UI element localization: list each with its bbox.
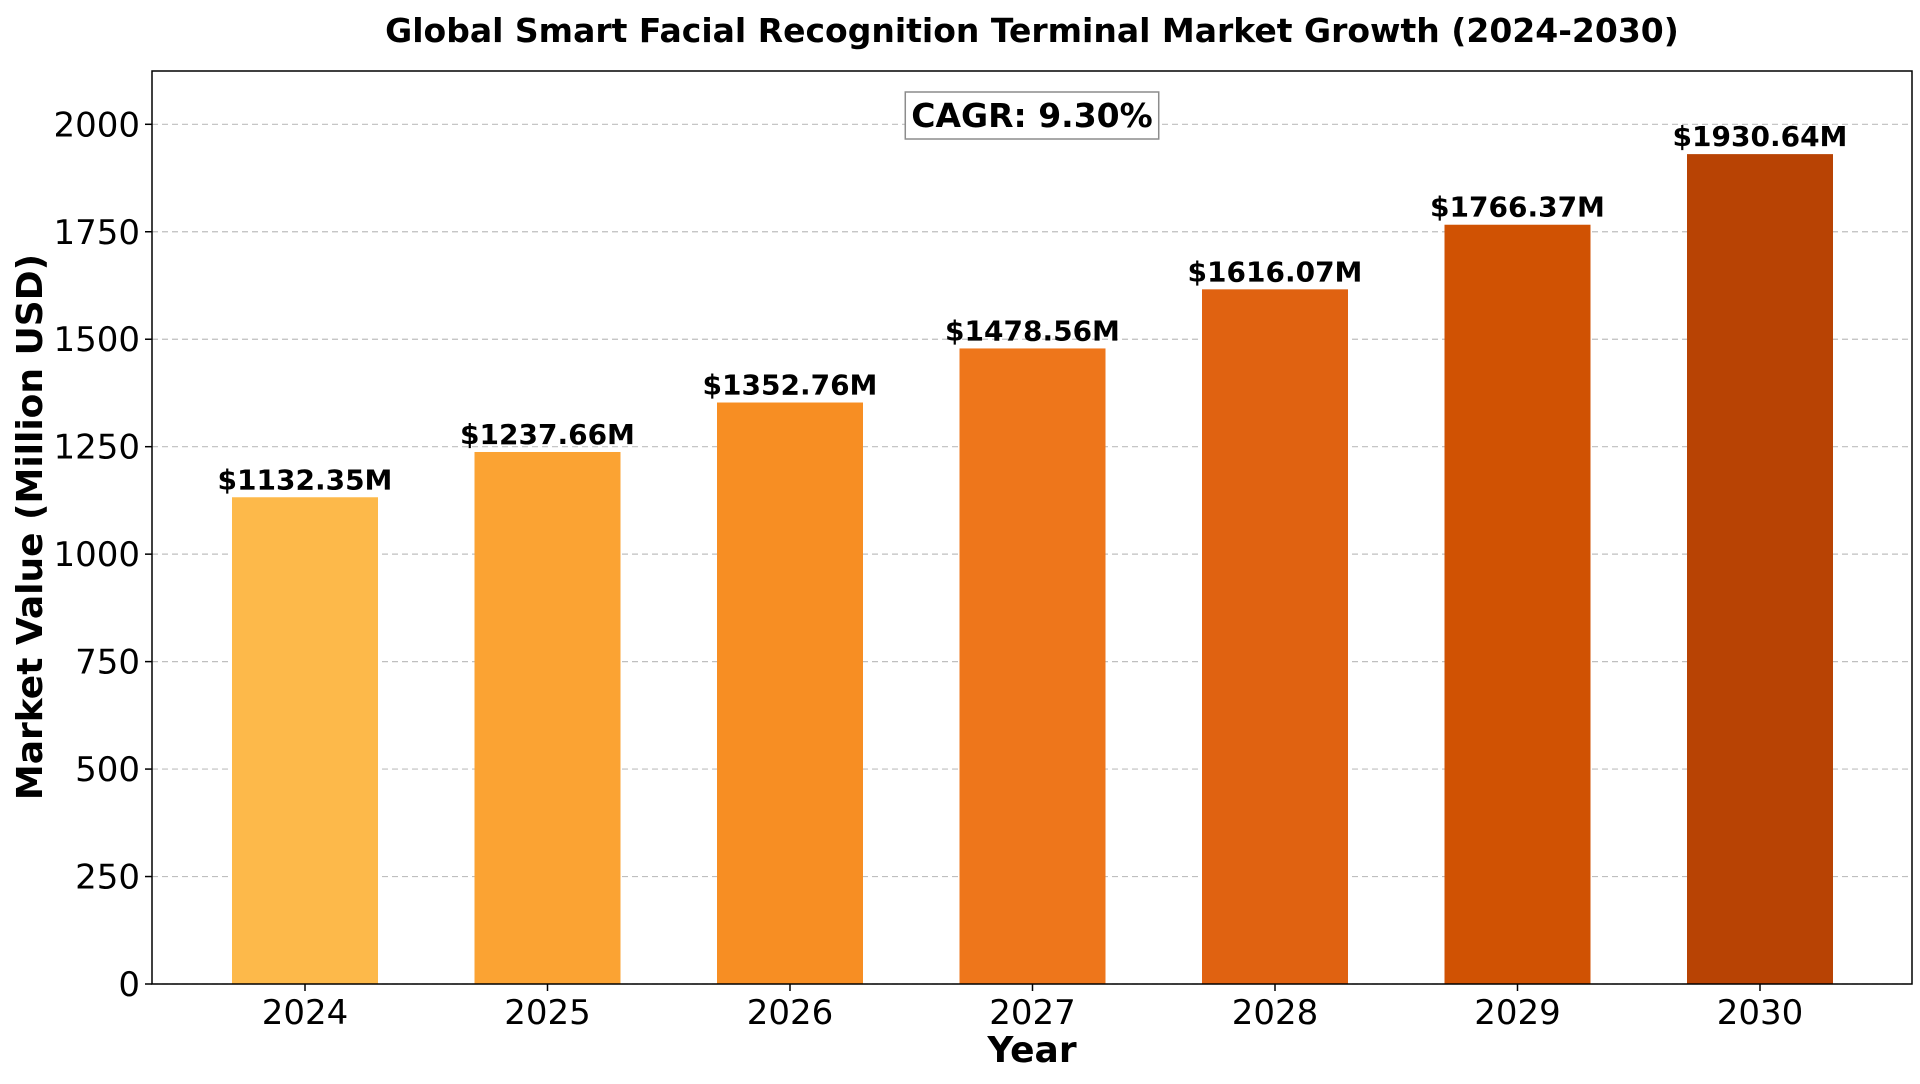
bars: [232, 154, 1833, 985]
y-tick-label: 750: [75, 643, 140, 683]
x-tick-label-2027: 2027: [989, 993, 1076, 1033]
y-axis-label: Market Value (Million USD): [10, 254, 51, 800]
x-axis-label: Year: [986, 1030, 1076, 1071]
chart-title: Global Smart Facial Recognition Terminal…: [385, 11, 1679, 50]
bar-2027: [959, 348, 1106, 984]
x-tick-label-2029: 2029: [1474, 993, 1561, 1033]
data-labels: $1132.35M $1237.66M $1352.76M $1478.56M $161…: [218, 120, 1848, 496]
data-label-2025: $1237.66M: [460, 418, 635, 451]
x-tick-label-2024: 2024: [262, 993, 349, 1033]
x-tick-label-2028: 2028: [1232, 993, 1319, 1033]
bar-2030: [1687, 154, 1833, 984]
x-tick-label-2026: 2026: [747, 993, 834, 1033]
data-label-2030: $1930.64M: [1673, 120, 1848, 153]
y-tick-label: 1750: [53, 213, 140, 253]
y-tick-label: 500: [75, 750, 140, 790]
axis-ticks: 0 250 500 750 1000 1250 1500 1750 2000 2024 2025 20…: [53, 105, 1803, 1033]
bar-2028: [1202, 289, 1348, 984]
cagr-annotation-text: CAGR: 9.30%: [911, 96, 1152, 135]
y-tick-label: 0: [118, 965, 140, 1005]
y-tick-label: 2000: [53, 105, 140, 145]
bar-2025: [474, 451, 621, 984]
x-tick-label-2030: 2030: [1717, 993, 1804, 1033]
data-label-2026: $1352.76M: [703, 369, 878, 402]
x-tick-label-2025: 2025: [504, 993, 591, 1033]
data-label-2027: $1478.56M: [945, 314, 1120, 347]
data-label-2029: $1766.37M: [1430, 191, 1605, 224]
data-label-2024: $1132.35M: [218, 463, 393, 496]
bar-2029: [1444, 224, 1591, 984]
bar-2026: [717, 402, 863, 985]
data-label-2028: $1616.07M: [1188, 255, 1363, 288]
bar-2024: [232, 497, 378, 984]
y-tick-label: 1250: [53, 428, 140, 468]
y-tick-label: 250: [75, 858, 140, 898]
y-tick-label: 1000: [53, 535, 140, 575]
cagr-annotation: CAGR: 9.30%: [904, 91, 1160, 140]
cagr-annotation-box: [904, 91, 1160, 140]
y-tick-label: 1500: [53, 320, 140, 360]
